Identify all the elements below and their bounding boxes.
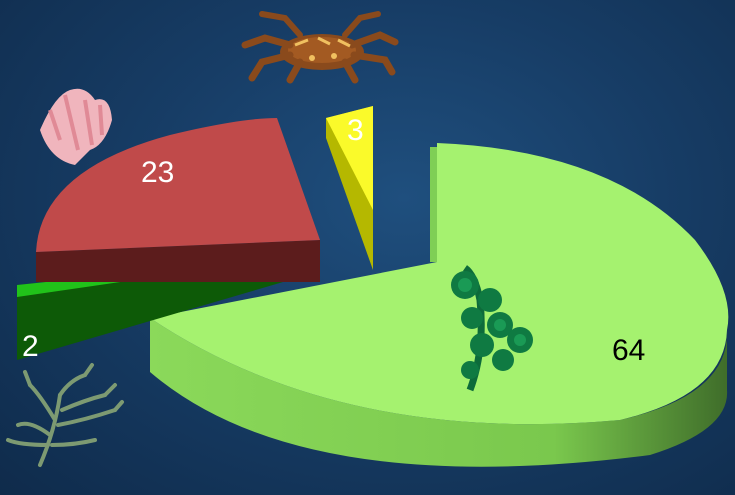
crab-icon <box>241 11 399 84</box>
green-seaweed-icon <box>451 265 533 392</box>
pie-slice-23-side <box>36 240 320 282</box>
pie-slice-64-inner-wall <box>430 147 437 262</box>
slice-label-3: 3 <box>347 114 364 147</box>
pie-slice-3 <box>326 106 373 270</box>
pie-slice-64 <box>150 143 729 467</box>
pie-slice-23-top <box>36 118 320 252</box>
pie-slice-64-top <box>150 143 729 425</box>
branching-seaweed-icon <box>6 363 124 467</box>
pink-coral-icon <box>40 88 112 165</box>
slice-label-2: 2 <box>22 330 39 363</box>
pie-slice-64-side <box>150 318 728 467</box>
pie-slice-23 <box>36 118 320 282</box>
slice-label-23: 23 <box>141 156 174 189</box>
pie-slice-3-top <box>326 106 373 210</box>
slice-label-64: 64 <box>612 334 645 367</box>
